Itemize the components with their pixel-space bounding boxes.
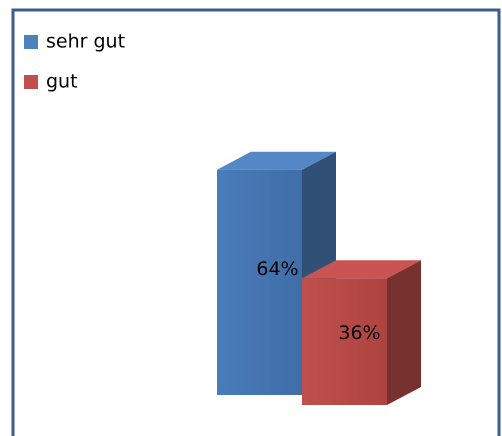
value-label: 64% (256, 258, 298, 280)
bar (217, 169, 302, 395)
legend-label: sehr gut (46, 31, 125, 53)
bar-top (217, 151, 336, 170)
legend-label: gut (46, 71, 78, 93)
legend-swatch (24, 35, 38, 49)
legend-swatch (24, 75, 38, 89)
bar-top (302, 260, 421, 279)
value-label: 36% (338, 322, 380, 344)
bar-side (387, 260, 421, 405)
bar (302, 278, 387, 405)
